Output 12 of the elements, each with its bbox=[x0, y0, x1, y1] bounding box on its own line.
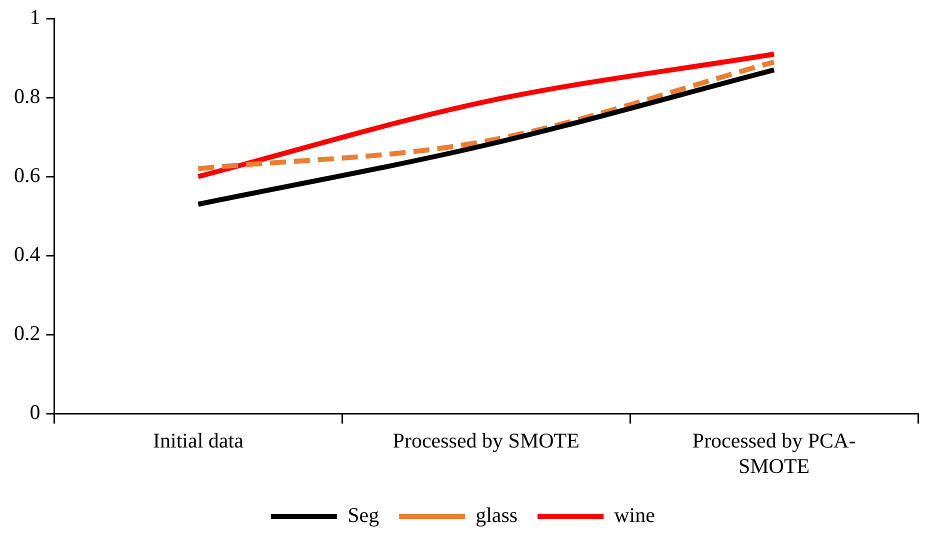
y-tick-label: 1 bbox=[30, 5, 40, 30]
y-tick-label: 0.8 bbox=[14, 84, 40, 108]
y-tick-label: 0 bbox=[30, 400, 40, 424]
x-tick-label: Initial data bbox=[153, 428, 244, 453]
legend-label: wine bbox=[614, 503, 655, 528]
x-tick-label: Processed by SMOTE bbox=[392, 428, 580, 453]
y-tick-label: 0.2 bbox=[14, 321, 40, 346]
x-tick-label: Processed by PCA-SMOTE bbox=[692, 428, 856, 478]
y-tick-label: 0.4 bbox=[14, 242, 41, 266]
y-tick-label: 0.6 bbox=[14, 163, 40, 188]
legend-label: glass bbox=[476, 503, 518, 528]
legend-label: Seg bbox=[348, 503, 380, 528]
